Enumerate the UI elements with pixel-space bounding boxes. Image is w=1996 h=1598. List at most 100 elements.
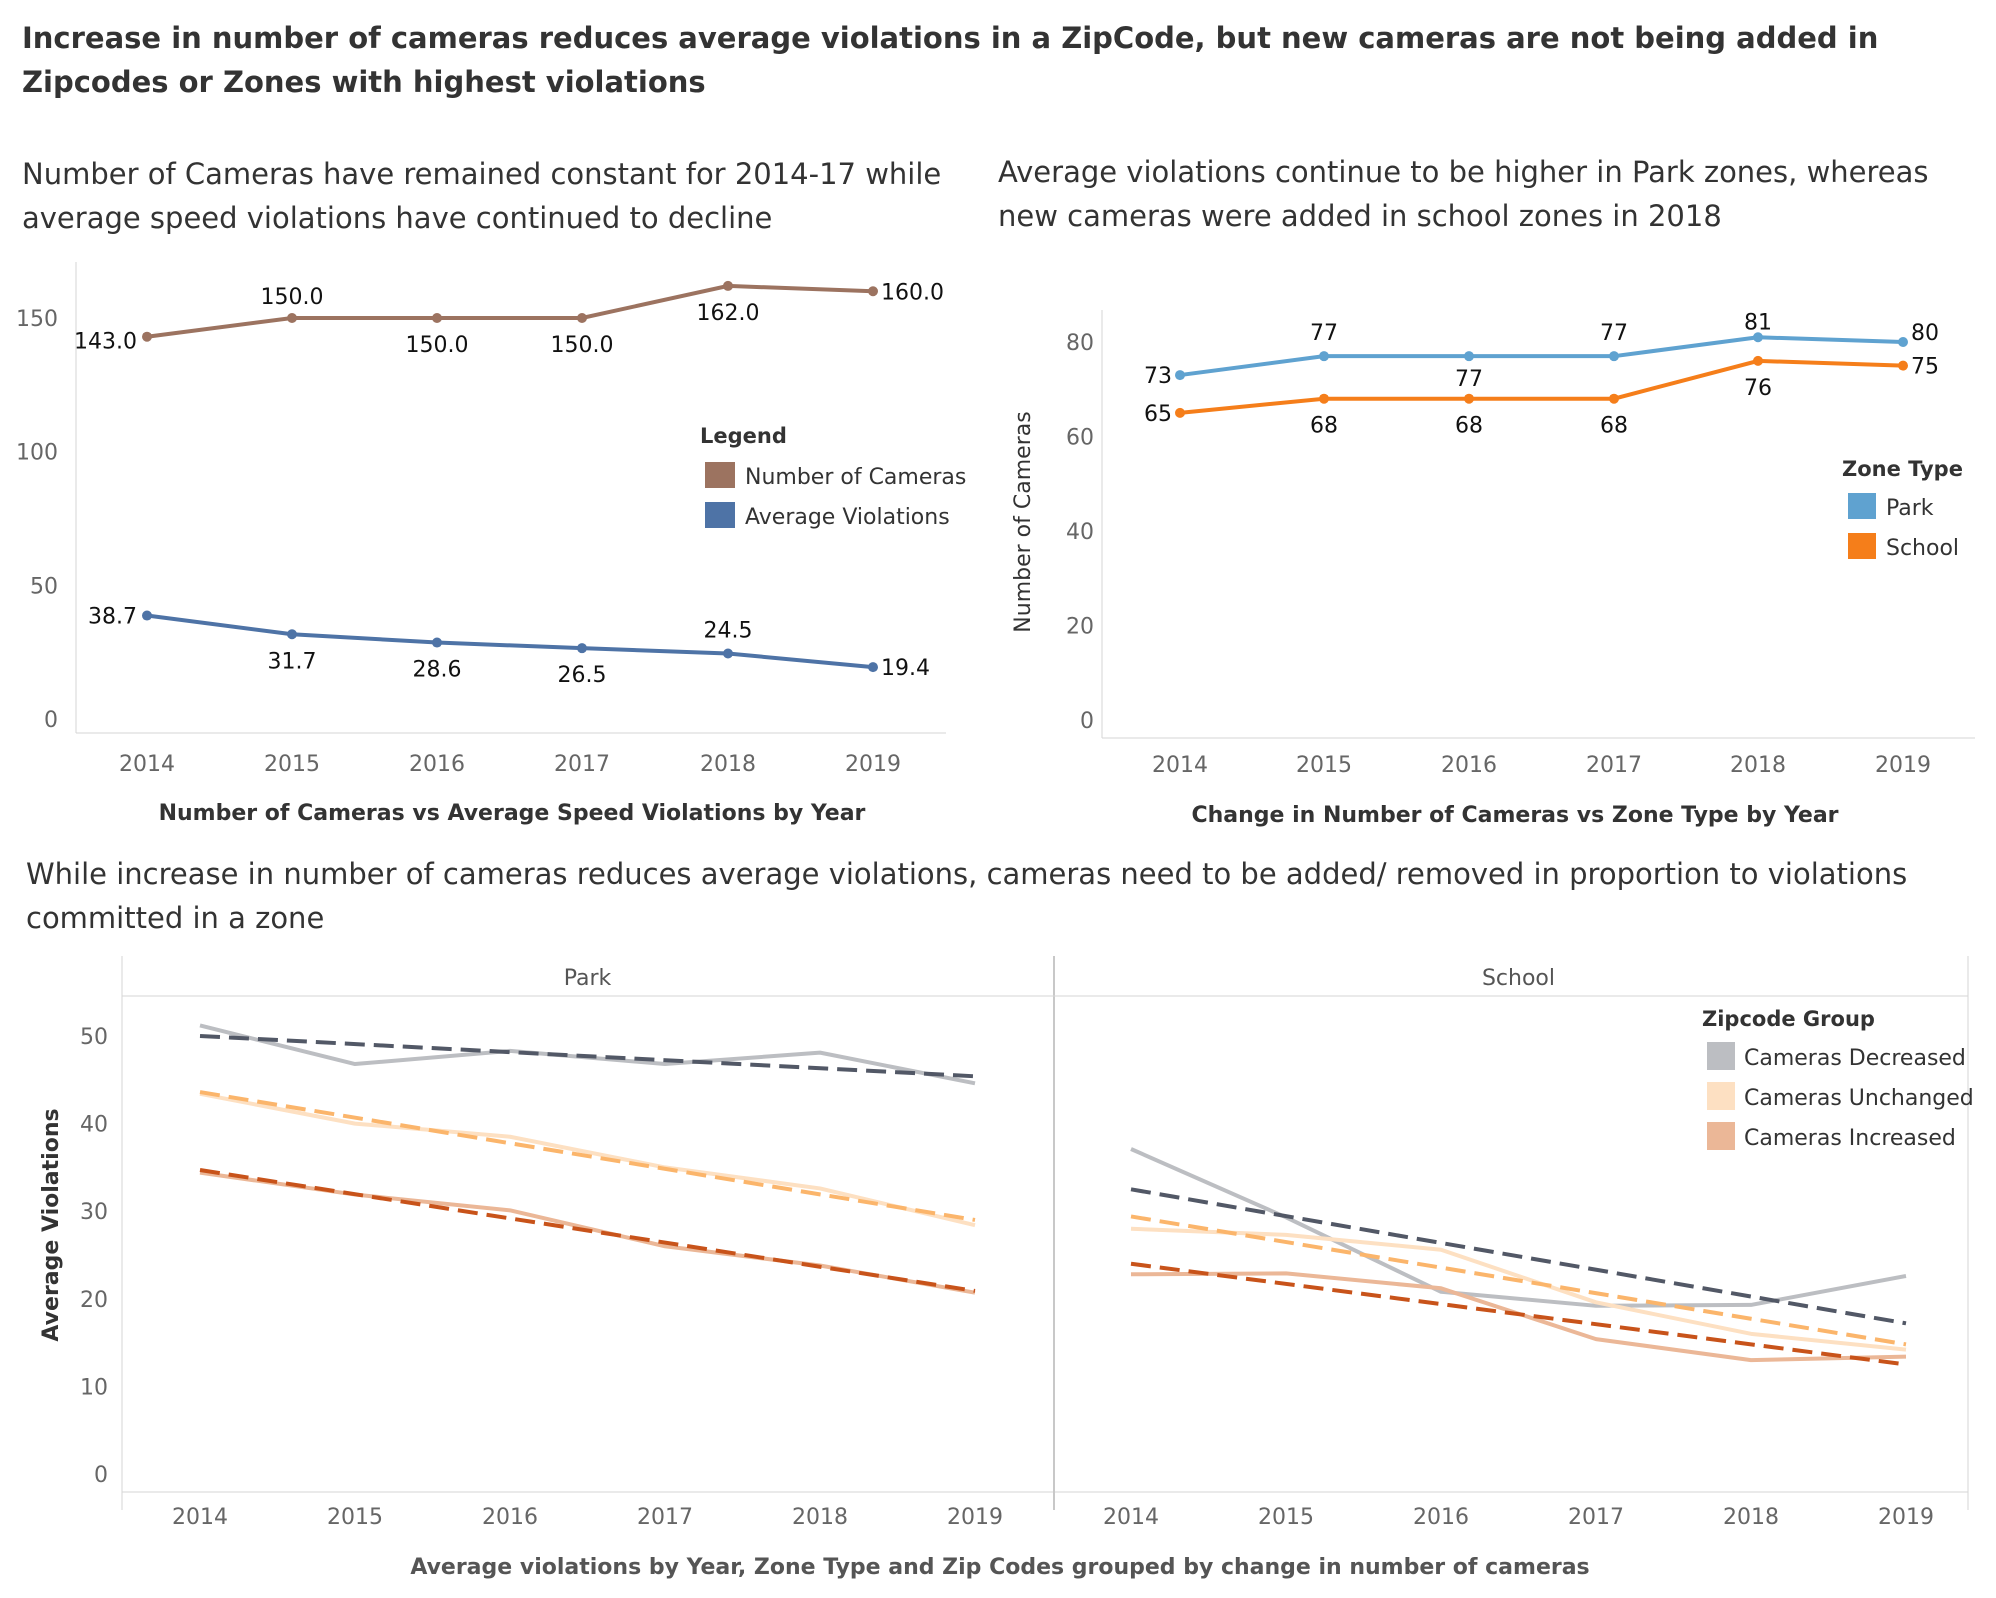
data-point [868,662,878,673]
y-tick-label: 60 [1066,426,1094,451]
data-point [1175,370,1185,381]
series-line-school [1179,358,1904,415]
x-tick-label: 2015 [1258,1505,1314,1530]
series-line-cameras-increased [1130,1271,1907,1363]
x-tick-label: 2015 [327,1505,383,1530]
data-point [1464,351,1474,362]
x-tick-label: 2017 [554,752,610,777]
data-point [1464,393,1474,404]
data-point [1609,393,1619,404]
x-tick-label: 2017 [1586,753,1642,778]
legend-swatch [1707,1042,1735,1070]
x-tick-label: 2019 [1875,753,1931,778]
data-label: 65 [1144,402,1172,427]
legend-label: Cameras Decreased [1744,1046,1966,1071]
panel-header-school: School [1482,966,1555,991]
data-point [723,648,733,659]
data-point [1175,407,1185,418]
trend-line-cameras-increased [1130,1261,1907,1367]
y-tick-label: 50 [80,1025,108,1050]
legend-title: Legend [700,424,787,448]
x-tick-label: 2018 [700,752,756,777]
chart2-title: Average violations continue to be higher… [998,155,1929,233]
trend-line-cameras-decreased [199,1034,976,1079]
legend-label: Cameras Unchanged [1744,1086,1974,1111]
legend-label: School [1886,536,1959,561]
series-line-number-of-cameras [146,283,874,339]
series-line-cameras-unchanged [1130,1226,1907,1352]
y-tick-label: 20 [1066,615,1094,640]
data-label: 77 [1600,321,1628,346]
data-point [142,610,152,621]
x-tick-label: 2014 [1152,753,1208,778]
x-tick-label: 2019 [947,1505,1003,1530]
trend-line-cameras-unchanged [1130,1214,1907,1347]
data-label: 68 [1310,414,1338,439]
legend-swatch [1707,1122,1735,1150]
x-tick-label: 2017 [1568,1505,1624,1530]
x-axis-title: Number of Cameras vs Average Speed Viola… [159,801,866,826]
y-tick-label: 150 [16,307,58,332]
y-tick-label: 10 [80,1375,108,1400]
data-label: 81 [1744,310,1772,335]
chart3-title: While increase in number of cameras redu… [26,857,1908,935]
data-point [432,313,442,323]
data-point [723,280,733,291]
x-tick-label: 2016 [1441,753,1497,778]
data-label: 160.0 [881,280,944,305]
data-label: 76 [1744,376,1772,401]
data-point [1898,360,1908,371]
y-tick-label: 20 [80,1288,108,1313]
data-point [142,331,152,342]
data-label: 77 [1455,367,1483,392]
data-label: 75 [1911,355,1939,380]
data-label: 150.0 [551,333,614,358]
dashboard-title: Increase in number of cameras reduces av… [22,21,1879,99]
data-point [577,643,587,654]
data-label: 150.0 [406,333,469,358]
data-point [432,637,442,648]
data-label: 38.7 [88,605,137,630]
data-label: 162.0 [697,301,760,326]
y-tick-label: 80 [1066,331,1094,356]
x-axis-title: Change in Number of Cameras vs Zone Type… [1191,803,1838,828]
x-tick-label: 2014 [1103,1505,1159,1530]
data-point [1753,332,1763,343]
x-tick-label: 2019 [1878,1505,1934,1530]
data-point [287,313,297,323]
x-tick-label: 2018 [1723,1505,1779,1530]
legend-swatch [1707,1082,1735,1110]
legend-swatch [705,502,735,528]
x-tick-label: 2018 [792,1505,848,1530]
y-tick-label: 30 [80,1200,108,1225]
data-label: 80 [1911,321,1939,346]
legend-label: Average Violations [745,505,950,530]
data-label: 73 [1144,364,1172,389]
data-label: 24.5 [704,619,753,644]
series-line-cameras-decreased [1130,1147,1907,1308]
x-tick-label: 2016 [482,1505,538,1530]
data-label: 68 [1455,414,1483,439]
y-axis-title: Number of Cameras [1011,411,1036,632]
data-label: 19.4 [881,656,930,681]
y-tick-label: 100 [16,441,58,466]
data-label: 143.0 [74,330,137,355]
legend-title: Zone Type [1842,457,1963,481]
x-tick-label: 2015 [264,752,320,777]
legend-swatch [705,462,735,488]
x-tick-label: 2018 [1730,753,1786,778]
data-label: 150.0 [261,285,324,310]
data-label: 68 [1600,414,1628,439]
legend-label: Park [1886,496,1934,521]
x-tick-label: 2016 [409,752,465,777]
y-tick-label: 0 [44,708,58,733]
trend-line-cameras-decreased [1130,1187,1907,1326]
series-line-park [1179,335,1904,378]
y-tick-label: 50 [30,574,58,599]
panel-header-park: Park [564,966,612,991]
data-point [1753,355,1763,366]
legend-label: Number of Cameras [745,465,966,490]
series-line-cameras-unchanged [199,1091,976,1228]
series-line-average-violations [146,613,874,670]
